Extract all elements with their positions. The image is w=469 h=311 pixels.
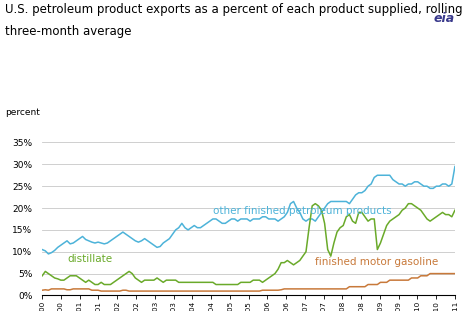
Text: U.S. petroleum product exports as a percent of each product supplied, rolling: U.S. petroleum product exports as a perc…	[5, 3, 462, 16]
Text: distillate: distillate	[67, 254, 112, 264]
Text: eia: eia	[434, 12, 455, 26]
Text: three-month average: three-month average	[5, 25, 131, 38]
Text: percent: percent	[5, 108, 39, 117]
Text: other finished petroleum products: other finished petroleum products	[213, 206, 392, 216]
Text: finished motor gasoline: finished motor gasoline	[315, 257, 439, 267]
